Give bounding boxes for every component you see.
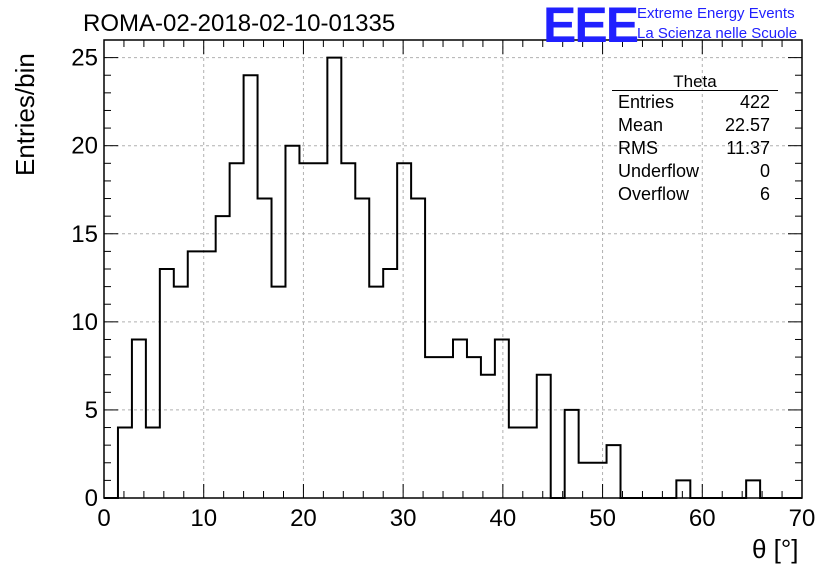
eee-logo: EEE [543, 0, 639, 53]
x-tick-label: 0 [97, 505, 110, 532]
x-tick-label: 20 [290, 505, 317, 532]
y-axis-label: Entries/bin [10, 53, 40, 176]
stat-value: 0 [759, 161, 770, 181]
x-tick-label: 70 [789, 505, 816, 532]
x-tick-label: 30 [390, 505, 417, 532]
y-tick-label: 0 [85, 485, 98, 512]
plot-frame [103, 39, 803, 499]
x-tick-label: 40 [490, 505, 517, 532]
stats-box-title: Theta [673, 72, 717, 91]
y-tick-label: 10 [71, 309, 98, 336]
stat-key: Entries [618, 92, 675, 112]
x-tick-label: 10 [190, 505, 217, 532]
y-tick-label: 20 [71, 133, 98, 160]
y-tick-label: 5 [85, 397, 98, 424]
stat-value: 6 [759, 184, 770, 204]
stat-value: 422 [739, 92, 770, 112]
brand-line-2: La Scienza nelle Scuole [637, 25, 798, 42]
stat-key: Mean [618, 115, 664, 135]
stats-box-divider [612, 90, 778, 91]
brand-line-1: Extreme Energy Events [637, 5, 795, 22]
stat-key: Overflow [618, 184, 690, 204]
stat-key: RMS [618, 138, 658, 158]
x-tick-label: 60 [689, 505, 716, 532]
y-tick-label: 25 [71, 45, 98, 72]
y-tick-label: 15 [71, 221, 98, 248]
stat-key: Underflow [618, 161, 700, 181]
stat-value: 11.37 [726, 138, 770, 158]
stat-value: 22.57 [724, 115, 770, 135]
chart-title: ROMA-02-2018-02-10-01335 [83, 10, 396, 37]
x-tick-label: 50 [589, 505, 616, 532]
histogram-series-line [104, 56, 802, 499]
x-axis-label: θ [°] [752, 534, 799, 564]
